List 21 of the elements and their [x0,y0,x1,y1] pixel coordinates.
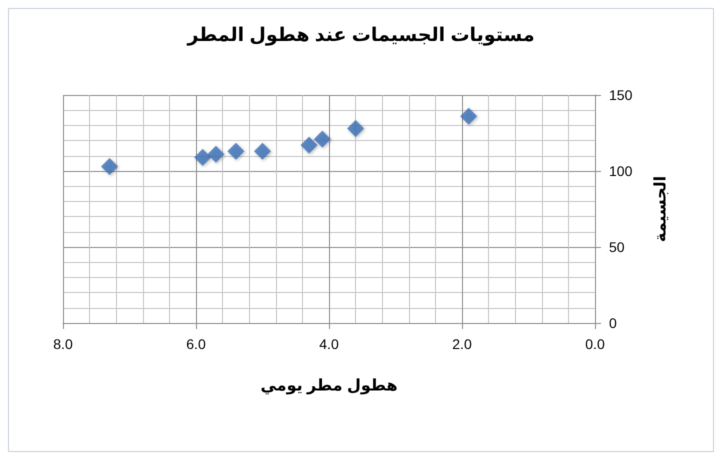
x-axis-title: هطول مطر يومي [260,378,398,394]
y-tick-label: 0 [609,315,617,331]
point [194,148,212,166]
point [300,136,318,154]
x-tick-label: 2.0 [452,336,472,352]
point [101,158,118,175]
x-tick-label: 6.0 [186,336,206,352]
x-tick-label: 4.0 [319,336,339,352]
point [314,130,331,148]
y-tick-label: 150 [609,87,633,103]
chart-title: مستويات الجسيمات عند هطول المطر [186,25,535,46]
x-tick-label: 8.0 [53,336,73,352]
y-axis-title: الجسيمة [652,176,670,242]
x-tick-label: 0.0 [585,336,605,352]
point [254,142,271,160]
y-tick-label: 100 [609,163,633,179]
point [347,120,364,137]
point [227,142,244,160]
point [460,108,478,125]
y-tick-label: 50 [609,239,625,255]
point [207,146,224,163]
